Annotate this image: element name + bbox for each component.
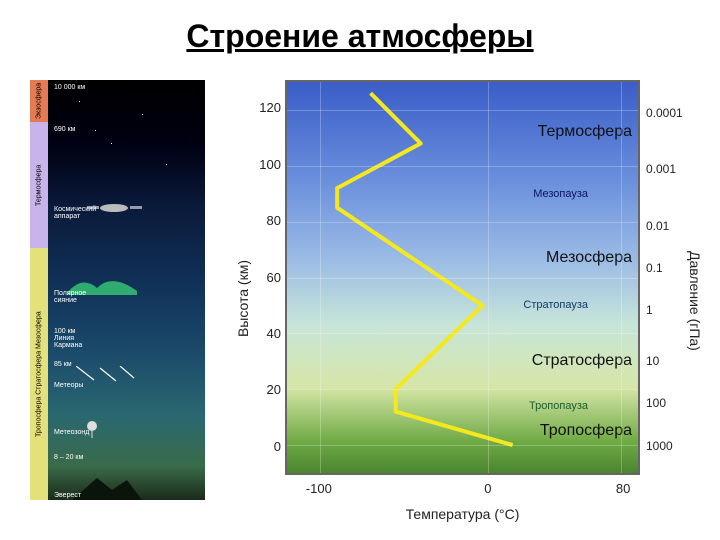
x-tick: -100 — [304, 481, 334, 496]
y-right-tick: 0.01 — [646, 219, 669, 233]
temperature-chart: Высота (км) Давление (гПа) Термосфера Мез… — [235, 80, 700, 530]
y-tick: 40 — [253, 326, 281, 341]
left-layer-strip: ЭкзосфераТермосфераТропосфера Стратосфер… — [30, 80, 48, 500]
x-tick: 0 — [473, 481, 503, 496]
y-tick: 80 — [253, 213, 281, 228]
y-right-tick: 1000 — [646, 439, 673, 453]
atmosphere-annotation: 690 км — [54, 126, 76, 133]
layer-strip-segment: Тропосфера Стратосфера Мезосфера — [30, 248, 48, 500]
layer-label: Мезосфера — [546, 249, 632, 267]
pause-label: Тропопауза — [529, 400, 588, 412]
atmosphere-annotation: Метеоры — [54, 382, 83, 389]
y-right-tick: 10 — [646, 354, 659, 368]
y-tick: 60 — [253, 270, 281, 285]
y-axis-right-label: Давление (гПа) — [687, 251, 703, 351]
y-axis-label: Высота (км) — [235, 260, 251, 337]
atmosphere-annotation: Метеозонд — [54, 429, 89, 436]
y-tick: 120 — [253, 100, 281, 115]
y-right-tick: 0.001 — [646, 162, 676, 176]
page-title: Строение атмосферы — [0, 0, 720, 63]
y-right-tick: 100 — [646, 396, 666, 410]
mountain-icon — [72, 476, 142, 500]
y-tick: 20 — [253, 382, 281, 397]
left-atmosphere-column: ЭкзосфераТермосфераТропосфера Стратосфер… — [30, 80, 205, 500]
chart-plot-area: Термосфера Мезосфера Стратосфера Тропосфера… — [285, 80, 640, 475]
layer-label: Стратосфера — [532, 352, 632, 370]
atmosphere-annotation: 8 – 20 км — [54, 454, 83, 461]
y-right-tick: 0.1 — [646, 261, 663, 275]
y-right-tick: 0.0001 — [646, 106, 683, 120]
atmosphere-annotation: Полярное сияние — [54, 290, 86, 304]
layer-strip-segment: Термосфера — [30, 122, 48, 248]
pause-label: Стратопауза — [523, 299, 588, 311]
meteor-icon — [76, 366, 136, 384]
x-axis-label: Температура (°C) — [285, 506, 640, 522]
layer-label: Тропосфера — [540, 422, 632, 440]
y-tick: 100 — [253, 157, 281, 172]
x-tick: 80 — [608, 481, 638, 496]
content: ЭкзосфераТермосфераТропосфера Стратосфер… — [30, 80, 700, 530]
pause-label: Мезопауза — [533, 188, 588, 200]
atmosphere-annotation: 100 км Линия Кармана — [54, 328, 82, 349]
y-tick: 0 — [253, 439, 281, 454]
atmosphere-annotation: 10 000 км — [54, 84, 85, 91]
atmosphere-annotation: Космический аппарат — [54, 206, 96, 220]
left-atmosphere-illustration: 10 000 км 690 км Космический аппарат Полярн… — [48, 80, 205, 500]
atmosphere-annotation: 85 км — [54, 361, 72, 368]
layer-label: Термосфера — [538, 123, 632, 141]
atmosphere-annotation: Эверест — [54, 492, 81, 499]
y-right-tick: 1 — [646, 303, 653, 317]
layer-strip-segment: Экзосфера — [30, 80, 48, 122]
